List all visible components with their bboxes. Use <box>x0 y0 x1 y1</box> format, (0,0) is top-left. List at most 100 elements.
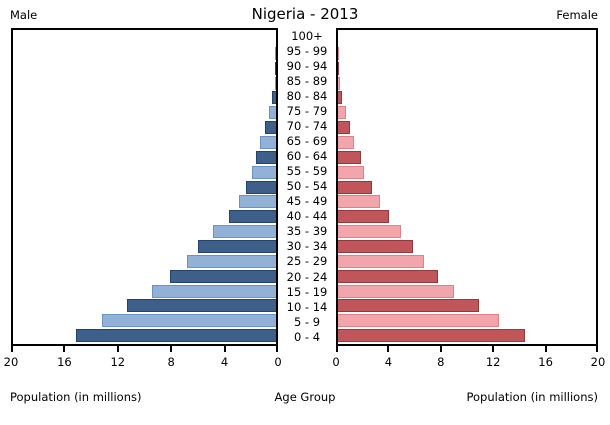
female-row-0-4 <box>338 328 596 343</box>
age-label-75-79: 75 - 79 <box>286 104 328 118</box>
male-row-40-44 <box>13 209 276 224</box>
x-tick-mark <box>276 346 278 352</box>
x-tick-mark <box>63 346 66 352</box>
x-tick-label: 8 <box>437 355 445 369</box>
male-bar-45-49 <box>239 195 276 209</box>
male-bar-35-39 <box>212 225 276 239</box>
male-row-60-64 <box>13 150 276 165</box>
age-label-15-19: 15 - 19 <box>286 284 328 299</box>
male-row-55-59 <box>13 165 276 180</box>
female-row-20-24 <box>338 269 596 284</box>
age-label-50-54: 50 - 54 <box>286 179 328 194</box>
male-row-80-84 <box>13 90 276 105</box>
x-tick-mark <box>387 346 390 352</box>
x-tick-label: 12 <box>485 355 501 369</box>
male-row-50-54 <box>13 180 276 195</box>
male-bar-15-19 <box>152 284 276 298</box>
age-group-axis-label: Age Group <box>274 390 336 404</box>
female-x-axis-ticks: 0 4 8 12 16 20 <box>332 346 605 372</box>
age-label-55-59: 55 - 59 <box>286 164 328 179</box>
age-label-95-99: 95 - 99 <box>286 43 328 58</box>
male-row-95-99 <box>13 46 276 61</box>
female-bar-75-79 <box>338 106 346 120</box>
female-bar-40-44 <box>338 210 389 224</box>
female-bar-25-29 <box>338 254 425 268</box>
male-bar-20-24 <box>169 269 276 283</box>
female-bar-95-99 <box>338 46 339 60</box>
x-tick-mark <box>223 346 226 352</box>
male-bar-5-9 <box>102 314 276 328</box>
age-label-90-94: 90 - 94 <box>286 58 328 73</box>
female-row-50-54 <box>338 180 596 195</box>
male-row-0-4 <box>13 328 276 343</box>
female-bar-80-84 <box>338 91 343 105</box>
male-bar-95-99 <box>275 46 276 60</box>
male-bar-55-59 <box>252 165 276 179</box>
male-bar-0-4 <box>76 329 276 343</box>
age-label-40-44: 40 - 44 <box>286 209 328 224</box>
x-tick-label: 4 <box>220 355 229 369</box>
female-row-65-69 <box>338 135 596 150</box>
female-row-90-94 <box>338 61 596 76</box>
age-label-25-29: 25 - 29 <box>286 254 328 269</box>
x-tick-mark <box>116 346 119 352</box>
female-bar-90-94 <box>338 61 339 75</box>
male-bar-40-44 <box>228 210 276 224</box>
age-label-70-74: 70 - 74 <box>286 119 328 134</box>
female-bar-55-59 <box>338 165 365 179</box>
male-row-15-19 <box>13 284 276 299</box>
male-bar-60-64 <box>255 150 276 164</box>
x-tick-mark <box>11 346 13 352</box>
x-tick-label: 16 <box>57 355 72 369</box>
female-bar-85-89 <box>338 76 340 90</box>
age-label-45-49: 45 - 49 <box>286 194 328 209</box>
age-group-labels-column: 100+ 95 - 99 90 - 94 85 - 89 80 - 84 75 - 79 7… <box>278 28 336 346</box>
female-bar-60-64 <box>338 150 361 164</box>
x-tick-mark <box>544 346 547 352</box>
chart-title: Nigeria - 2013 <box>251 5 359 23</box>
male-bar-65-69 <box>260 135 276 149</box>
female-bars-panel <box>336 28 598 346</box>
male-bar-80-84 <box>272 91 276 105</box>
female-row-60-64 <box>338 150 596 165</box>
x-tick-label: 0 <box>274 355 282 369</box>
age-label-5-9: 5 - 9 <box>293 314 321 329</box>
female-bar-35-39 <box>338 225 402 239</box>
female-bar-0-4 <box>338 329 526 343</box>
male-bar-75-79 <box>269 106 276 120</box>
age-label-85-89: 85 - 89 <box>286 73 328 88</box>
female-bar-15-19 <box>338 284 455 298</box>
male-axis-label: Population (in millions) <box>10 390 142 404</box>
female-row-70-74 <box>338 120 596 135</box>
age-label-65-69: 65 - 69 <box>286 134 328 149</box>
male-row-100plus <box>13 31 276 46</box>
female-bar-20-24 <box>338 269 438 283</box>
x-tick-mark <box>439 346 442 352</box>
male-row-5-9 <box>13 313 276 328</box>
female-row-5-9 <box>338 313 596 328</box>
male-bars-panel <box>11 28 278 346</box>
female-row-45-49 <box>338 194 596 209</box>
male-bar-10-14 <box>127 299 276 313</box>
male-row-35-39 <box>13 224 276 239</box>
male-row-30-34 <box>13 239 276 254</box>
female-row-75-79 <box>338 105 596 120</box>
age-label-0-4: 0 - 4 <box>293 329 321 344</box>
age-label-80-84: 80 - 84 <box>286 88 328 103</box>
female-row-80-84 <box>338 90 596 105</box>
x-tick-mark <box>596 346 598 352</box>
female-row-85-89 <box>338 76 596 91</box>
female-bar-65-69 <box>338 135 355 149</box>
age-label-10-14: 10 - 14 <box>286 299 328 314</box>
female-row-40-44 <box>338 209 596 224</box>
x-tick-label: 16 <box>538 355 553 369</box>
x-tick-mark <box>336 346 338 352</box>
female-bar-70-74 <box>338 121 350 135</box>
male-row-65-69 <box>13 135 276 150</box>
age-label-35-39: 35 - 39 <box>286 224 328 239</box>
male-row-85-89 <box>13 76 276 91</box>
male-row-25-29 <box>13 254 276 269</box>
x-tick-label: 20 <box>3 355 19 369</box>
female-row-10-14 <box>338 298 596 313</box>
